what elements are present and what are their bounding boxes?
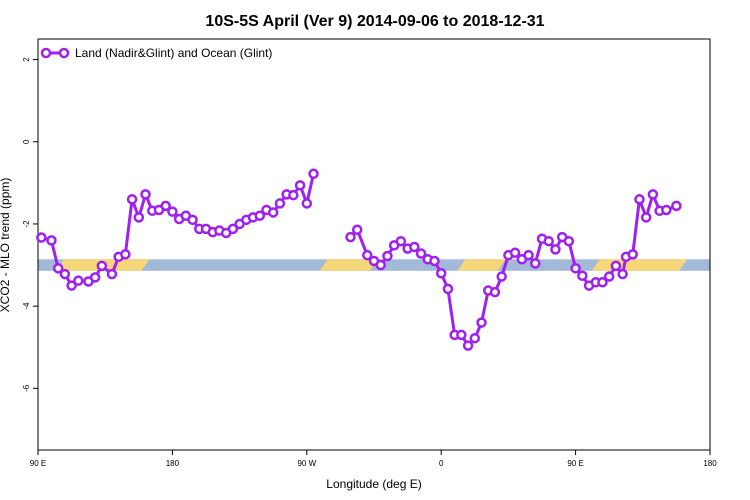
data-point-0-70 [550, 244, 561, 255]
data-point-0-53 [435, 268, 447, 279]
data-point-0-52 [429, 255, 440, 267]
x-tick-label-3: 0 [439, 459, 444, 468]
data-point-0-5 [73, 275, 84, 286]
data-point-0-3 [59, 268, 71, 280]
data-point-0-74 [577, 270, 588, 281]
data-point-0-77 [597, 277, 608, 288]
data-point-0-13 [133, 212, 145, 223]
land-band-segment-2 [457, 259, 506, 271]
legend-label: Land (Nadir&Glint) and Ocean (Glint) [75, 46, 272, 60]
data-point-0-61 [489, 286, 501, 298]
data-point-0-38 [301, 198, 313, 209]
data-point-0-45 [382, 250, 393, 262]
data-point-0-84 [640, 212, 652, 223]
data-point-0-42 [362, 249, 373, 261]
data-point-0-17 [160, 200, 171, 212]
data-point-0-41 [351, 224, 363, 235]
data-point-0-66 [523, 249, 534, 261]
y-tick-label-1: 0 [22, 139, 31, 144]
data-point-0-21 [187, 214, 198, 226]
legend-marker-right [58, 47, 70, 59]
data-point-0-11 [120, 249, 131, 260]
legend-marker-left [40, 47, 52, 59]
axis-ticks: 90 E 180 90 W 0 90 E 180 2 0 -2 -4 -6 [22, 57, 717, 468]
land-band-segment-3 [591, 259, 688, 271]
legend: Land (Nadir&Glint) and Ocean (Glint) [40, 46, 272, 60]
data-point-0-87 [661, 204, 672, 216]
data-point-0-56 [456, 329, 467, 341]
y-tick-label-0: 2 [22, 57, 31, 62]
data-point-0-27 [227, 223, 239, 235]
data-point-0-7 [89, 272, 101, 283]
x-axis-label: Longitude (deg E) [326, 477, 421, 491]
data-point-0-82 [627, 249, 638, 260]
data-point-0-54 [442, 283, 454, 295]
data-point-0-62 [496, 271, 507, 282]
data-point-0-33 [267, 207, 279, 218]
data-point-0-34 [274, 198, 286, 209]
y-tick-label-2: -2 [22, 220, 31, 228]
series-layer [36, 168, 682, 351]
data-point-0-39 [308, 168, 319, 180]
data-point-0-78 [603, 271, 615, 282]
data-point-0-50 [415, 248, 427, 259]
data-point-0-73 [570, 263, 581, 274]
data-point-0-49 [409, 241, 420, 253]
plot-frame [37, 38, 711, 451]
data-point-0-14 [140, 189, 151, 200]
data-point-0-1 [46, 235, 57, 246]
data-point-0-85 [647, 189, 659, 200]
data-point-0-64 [509, 247, 521, 258]
data-point-0-88 [671, 200, 682, 212]
data-point-0-36 [288, 189, 299, 201]
data-point-0-4 [66, 280, 77, 291]
data-point-0-80 [617, 268, 628, 280]
data-point-0-67 [530, 258, 541, 269]
data-point-0-59 [476, 317, 487, 328]
y-axis-label: XCO2 - MLO trend (ppm) [0, 178, 12, 313]
data-point-0-18 [167, 206, 178, 217]
data-point-0-31 [254, 210, 266, 221]
data-point-0-8 [96, 260, 108, 272]
y-tick-label-3: -4 [22, 302, 31, 310]
x-tick-label-0: 90 E [30, 459, 46, 468]
data-point-0-47 [395, 235, 407, 247]
land-band-segment-1 [319, 259, 378, 271]
data-point-0-40 [345, 231, 356, 243]
data-point-0-9 [106, 268, 118, 280]
chart-title: 10S-5S April (Ver 9) 2014-09-06 to 2018-… [205, 13, 544, 30]
data-point-0-12 [126, 194, 138, 205]
x-tick-label-5: 180 [703, 459, 717, 468]
x-tick-label-4: 90 E [567, 459, 583, 468]
data-point-0-2 [52, 263, 64, 274]
data-point-0-44 [375, 259, 386, 271]
y-tick-label-4: -6 [22, 384, 31, 392]
data-point-0-58 [469, 332, 481, 344]
data-point-0-69 [543, 235, 554, 247]
data-point-0-37 [294, 180, 306, 191]
x-tick-label-1: 180 [166, 459, 180, 468]
data-point-0-83 [634, 194, 645, 205]
data-point-0-0 [36, 232, 47, 243]
data-point-0-72 [563, 235, 575, 247]
data-point-0-79 [610, 260, 622, 272]
data-point-0-57 [462, 340, 474, 351]
x-tick-label-2: 90 W [297, 459, 316, 468]
